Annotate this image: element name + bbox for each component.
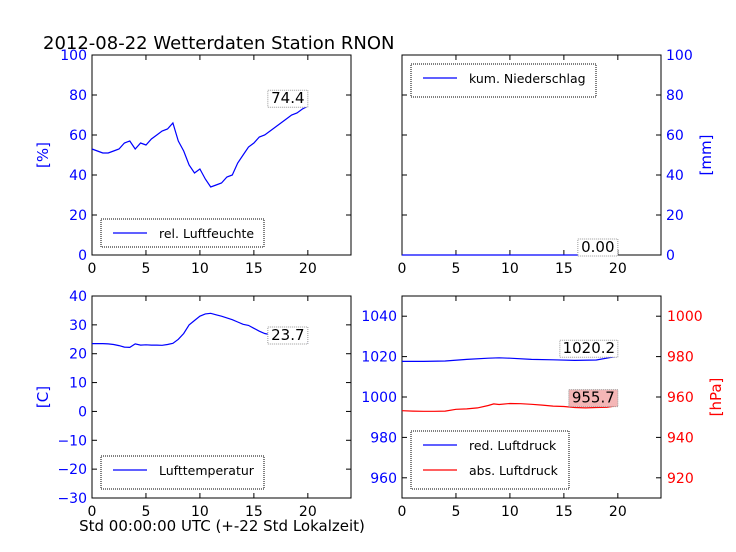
y-axis-label: [mm]	[697, 135, 715, 176]
legend-entry-label: Lufttemperatur	[159, 463, 255, 478]
plot-frame	[91, 295, 352, 499]
end-value-label: 1020.2	[563, 339, 616, 357]
series-line-rel-luftfeuchte	[91, 105, 309, 188]
y-tick-label: 1000	[361, 390, 397, 406]
x-tick-label: 0	[398, 261, 407, 277]
y-right-tick-label: 940	[667, 430, 694, 446]
x-tick-label: 10	[191, 504, 209, 520]
legend-frame	[410, 63, 597, 98]
y-tick-label: 100	[60, 48, 87, 64]
legend-entry-label: rel. Luftfeuchte	[159, 226, 254, 241]
legend: kum. Niederschlag	[410, 63, 597, 98]
y-tick-label: 80	[69, 88, 87, 104]
y-tick-label: 960	[370, 471, 397, 487]
x-tick-label: 5	[141, 504, 150, 520]
y-tick-label: 1020	[361, 350, 397, 366]
end-value-label: 955.7	[572, 389, 615, 407]
y-tick-label: 30	[69, 318, 87, 334]
legend-entry-label: abs. Luftdruck	[469, 463, 559, 478]
x-tick-label: 5	[451, 261, 460, 277]
y-tick-label: 100	[666, 48, 693, 64]
end-value-box	[267, 89, 309, 108]
y-tick-label: 980	[370, 430, 397, 446]
x-tick-label: 15	[555, 504, 573, 520]
y-tick-label: 20	[69, 347, 87, 363]
y-tick-label: 40	[69, 289, 87, 305]
x-tick-label: 20	[299, 261, 317, 277]
legend: Lufttemperatur	[100, 455, 265, 490]
y-tick-label: −10	[57, 433, 87, 449]
panel-pressure: 0 5 10 15 20 960 980 1000 1020 1040 920 940 960 980 10…	[361, 295, 725, 520]
end-value-label: 23.7	[271, 326, 304, 344]
y-tick-label: 20	[666, 208, 684, 224]
x-tick-label: 20	[299, 504, 317, 520]
y-axis-label: [%]	[34, 142, 52, 168]
y-right-tick-label: 960	[667, 390, 694, 406]
x-tick-label: 10	[501, 504, 519, 520]
end-value-box	[267, 326, 309, 345]
x-tick-label: 20	[609, 261, 627, 277]
y-right-tick-label: 920	[667, 471, 694, 487]
legend-entry-label: red. Luftdruck	[469, 438, 557, 453]
y-tick-label: −30	[57, 491, 87, 507]
legend-entry-label: kum. Niederschlag	[469, 71, 586, 86]
panel-precip: 0 5 10 15 20 0 20 40 60 80 100 [mm] 0.00 kum. Nieders…	[398, 48, 715, 277]
end-value-box	[577, 238, 619, 257]
y-tick-label: 10	[69, 376, 87, 392]
x-tick-label: 5	[141, 261, 150, 277]
plot-frame	[91, 54, 352, 256]
x-tick-label: 15	[555, 261, 573, 277]
x-tick-label: 5	[451, 504, 460, 520]
panel-humidity: 0 5 10 15 20 0 20 40 60 80 100 [%] 74.4 rel. Luftfeuc…	[34, 48, 352, 277]
end-value-label: 74.4	[271, 89, 304, 107]
end-value-box	[559, 339, 619, 358]
legend: rel. Luftfeuchte	[100, 218, 265, 248]
x-tick-label: 15	[245, 261, 263, 277]
y-tick-label: 0	[78, 248, 87, 264]
x-tick-label: 20	[609, 504, 627, 520]
y-tick-label: 1040	[361, 309, 397, 325]
x-tick-label: 0	[398, 504, 407, 520]
y-tick-label: 60	[666, 128, 684, 144]
y-tick-label: 40	[666, 168, 684, 184]
series-line-red-luftdruck	[402, 355, 618, 362]
legend-frame	[100, 455, 265, 490]
y-tick-label: 80	[666, 88, 684, 104]
x-tick-label: 10	[501, 261, 519, 277]
series-line-abs-luftdruck	[401, 402, 618, 412]
y-right-tick-label: 1000	[667, 309, 703, 325]
panel-temperature: 0 5 10 15 20 −30 −20 −10 0 10 20 30 40 [C] 23.7 Lufttem…	[34, 289, 352, 520]
y-tick-label: 0	[78, 404, 87, 420]
legend: red. Luftdruck abs. Luftdruck	[410, 430, 570, 490]
y-tick-label: 20	[69, 208, 87, 224]
x-tick-label: 15	[245, 504, 263, 520]
y-tick-label: −20	[57, 462, 87, 478]
x-tick-label: 0	[88, 261, 97, 277]
end-value-box	[568, 389, 619, 408]
y-tick-label: 40	[69, 168, 87, 184]
y-axis-label: [hPa]	[707, 378, 725, 417]
x-axis-label: Std 00:00:00 UTC (+-22 Std Lokalzeit)	[79, 517, 365, 535]
legend-frame	[410, 430, 570, 490]
y-tick-label: 0	[666, 248, 675, 264]
y-tick-label: 60	[69, 128, 87, 144]
end-value-label: 0.00	[581, 238, 614, 256]
x-tick-label: 10	[191, 261, 209, 277]
figure-title: 2012-08-22 Wetterdaten Station RNON	[43, 33, 394, 54]
y-right-tick-label: 980	[667, 350, 694, 366]
y-axis-label: [C]	[34, 386, 52, 408]
x-tick-label: 0	[88, 504, 97, 520]
